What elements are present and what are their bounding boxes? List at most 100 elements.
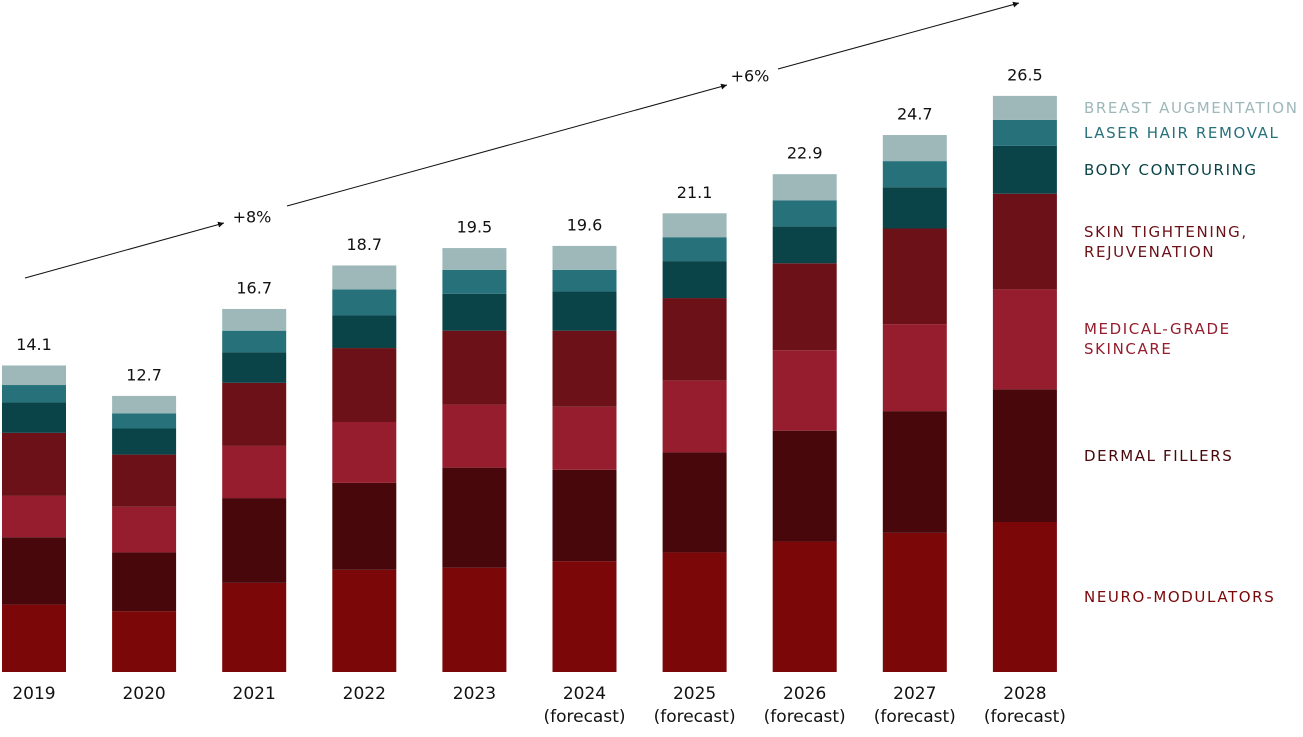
bar-segment: [112, 413, 177, 429]
legend-label: LASER HAIR REMOVAL: [1084, 123, 1280, 142]
bar-segment: [442, 467, 507, 568]
x-tick-label: 2023: [452, 684, 497, 704]
bar-segment: [772, 263, 837, 351]
bar-segment: [992, 521, 1057, 672]
trend-arrow: [24, 221, 225, 279]
bar-segment: [112, 395, 177, 414]
bar-segment: [222, 330, 287, 353]
bar-segment: [222, 352, 287, 383]
x-tick-label: 2021: [232, 684, 276, 704]
bar-segment: [332, 421, 397, 483]
total-label: 22.9: [787, 144, 823, 163]
bar-segment: [112, 428, 177, 455]
bar-segment: [2, 402, 66, 433]
bar-segment: [992, 389, 1057, 522]
bar-segment: [112, 552, 177, 612]
bar-segment: [552, 291, 617, 331]
trend-arrow: [286, 83, 728, 207]
x-tick-label: 2026 (forecast): [763, 684, 846, 727]
x-tick-label: 2022: [342, 684, 386, 704]
bar-segment: [442, 248, 507, 270]
x-tick-label: 2028 (forecast): [983, 684, 1066, 727]
bar-segment: [882, 532, 947, 672]
bar-segment: [2, 495, 66, 538]
bar-segment: [332, 482, 397, 570]
bar-segment: [442, 404, 507, 468]
bar-segment: [2, 537, 66, 605]
x-tick-label: 2020: [122, 684, 166, 704]
bar-segment: [222, 382, 287, 446]
bar-segment: [552, 245, 617, 270]
bar-segment: [552, 469, 617, 562]
total-label: 18.7: [346, 235, 382, 254]
legend-label: NEURO-MODULATORS: [1084, 587, 1276, 606]
bar-segment: [2, 432, 66, 496]
bar-segment: [222, 445, 287, 499]
total-label: 21.1: [677, 183, 713, 202]
bar-segment: [442, 293, 507, 331]
bar-segment: [2, 604, 66, 672]
total-label: 19.5: [457, 218, 493, 237]
bar-segment: [222, 498, 287, 583]
bar-segment: [332, 348, 397, 422]
bar-segment: [772, 174, 837, 201]
bar-segment: [552, 406, 617, 470]
bar-segment: [992, 289, 1057, 390]
bar-segment: [112, 454, 177, 507]
bar-segment: [112, 611, 177, 672]
legend-label: SKIN TIGHTENING, REJUVENATION: [1084, 222, 1248, 261]
bar-segment: [332, 315, 397, 349]
trend-arrow: [777, 1, 1020, 70]
legend-label: BODY CONTOURING: [1084, 160, 1258, 179]
bar-segment: [772, 350, 837, 431]
bar-segment: [2, 385, 66, 403]
total-label: 16.7: [236, 278, 272, 297]
bar-segment: [552, 330, 617, 407]
bar-segment: [662, 298, 727, 381]
bar-segment: [662, 452, 727, 553]
bar-segment: [882, 411, 947, 533]
total-label: 12.7: [126, 365, 162, 384]
bar-segment: [772, 200, 837, 227]
annotation: +8%: [233, 208, 272, 227]
bar-segment: [2, 365, 66, 386]
bar-segment: [992, 193, 1057, 290]
annotation: +6%: [731, 67, 770, 86]
bar-segment: [552, 269, 617, 292]
bar-segment: [662, 237, 727, 262]
bar-segment: [882, 161, 947, 188]
bar-segment: [332, 569, 397, 672]
bar-segment: [772, 430, 837, 542]
bar-segment: [332, 265, 397, 290]
total-label: 19.6: [567, 215, 603, 234]
bar-segment: [772, 541, 837, 672]
bar-segment: [112, 506, 177, 553]
bar-segment: [992, 119, 1057, 146]
legend-label: BREAST AUGMENTATION: [1084, 98, 1299, 117]
x-tick-label: 2027 (forecast): [873, 684, 956, 727]
x-tick-label: 2025 (forecast): [653, 684, 736, 727]
legend-label: DERMAL FILLERS: [1084, 446, 1234, 465]
bar-segment: [442, 330, 507, 405]
total-label: 26.5: [1007, 65, 1043, 84]
total-label: 14.1: [16, 335, 52, 354]
bar-segment: [332, 289, 397, 316]
bar-segment: [662, 552, 727, 672]
bar-segment: [992, 145, 1057, 194]
bar-segment: [222, 308, 287, 331]
x-tick-label: 2019: [12, 684, 56, 704]
bar-segment: [882, 324, 947, 412]
bar-segment: [882, 187, 947, 229]
bar-segment: [992, 95, 1057, 120]
bar-segment: [552, 561, 617, 672]
bar-segment: [662, 261, 727, 299]
total-label: 24.7: [897, 105, 933, 124]
bar-segment: [662, 380, 727, 453]
bar-segment: [882, 135, 947, 162]
bar-segment: [222, 582, 287, 672]
bar-segment: [662, 213, 727, 238]
bar-segment: [442, 269, 507, 294]
x-tick-label: 2024 (forecast): [543, 684, 626, 727]
